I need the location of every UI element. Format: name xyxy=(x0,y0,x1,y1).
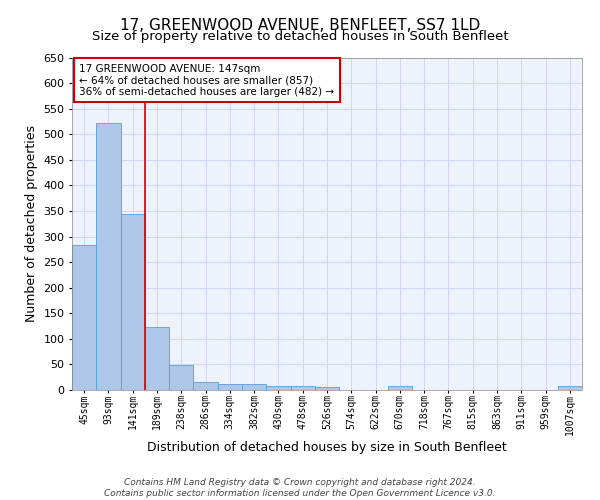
Bar xyxy=(145,327,169,390)
Bar xyxy=(72,245,96,390)
Bar xyxy=(121,214,145,390)
Bar xyxy=(290,386,315,390)
Y-axis label: Number of detached properties: Number of detached properties xyxy=(25,125,38,322)
Bar xyxy=(388,386,412,390)
Bar xyxy=(266,386,290,390)
Bar xyxy=(96,124,121,390)
Text: 17 GREENWOOD AVENUE: 147sqm
← 64% of detached houses are smaller (857)
36% of se: 17 GREENWOOD AVENUE: 147sqm ← 64% of det… xyxy=(79,64,334,97)
Bar xyxy=(169,366,193,390)
Bar xyxy=(315,387,339,390)
Bar xyxy=(242,384,266,390)
Bar xyxy=(193,382,218,390)
Bar xyxy=(558,386,582,390)
Text: Contains HM Land Registry data © Crown copyright and database right 2024.
Contai: Contains HM Land Registry data © Crown c… xyxy=(104,478,496,498)
Bar xyxy=(218,384,242,390)
Text: Size of property relative to detached houses in South Benfleet: Size of property relative to detached ho… xyxy=(92,30,508,43)
Text: 17, GREENWOOD AVENUE, BENFLEET, SS7 1LD: 17, GREENWOOD AVENUE, BENFLEET, SS7 1LD xyxy=(120,18,480,32)
X-axis label: Distribution of detached houses by size in South Benfleet: Distribution of detached houses by size … xyxy=(147,441,507,454)
